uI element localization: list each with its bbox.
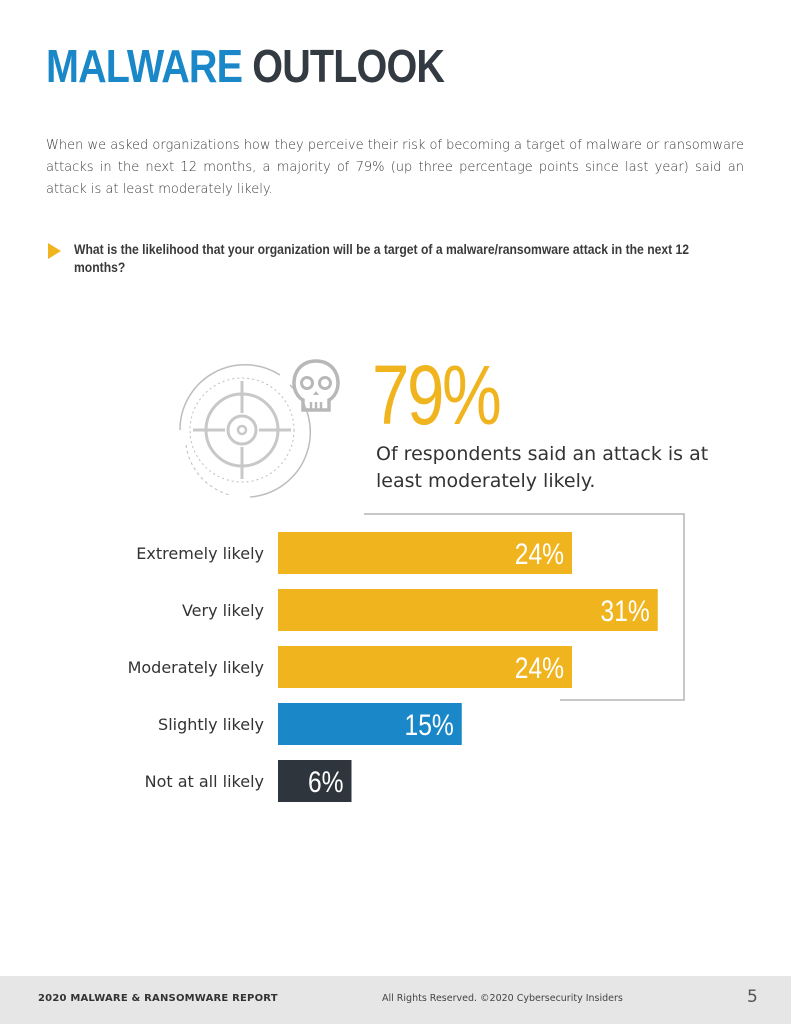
footer-copyright: All Rights Reserved. ©2020 Cybersecurity… — [382, 993, 623, 1004]
highlight-percentage: 79% — [372, 348, 502, 442]
survey-question-text: What is the likelihood that your organiz… — [74, 242, 690, 275]
category-label-extremely-likely: Extremely likely — [136, 544, 264, 563]
target-crosshair-icon — [179, 359, 340, 498]
category-label-very-likely: Very likely — [182, 601, 264, 620]
likelihood-bar-chart: Extremely likely 24% Very likely 31% Moderat… — [128, 513, 685, 802]
bar-slightly-likely — [278, 703, 462, 745]
value-label-very-likely: 31% — [601, 594, 650, 628]
bars-group: Extremely likely 24% Very likely 31% Moderat… — [128, 532, 658, 802]
bar-very-likely — [278, 589, 658, 631]
page-title-outlook: OUTLOOK — [252, 40, 445, 92]
value-label-moderately-likely: 24% — [515, 651, 564, 685]
value-label-slightly-likely: 15% — [405, 708, 454, 742]
category-label-moderately-likely: Moderately likely — [128, 658, 264, 677]
value-label-extremely-likely: 24% — [515, 537, 564, 571]
moderately-likely-bracket — [364, 513, 685, 701]
survey-question: What is the likelihood that your organiz… — [48, 241, 738, 277]
footer-report-title: 2020 MALWARE & RANSOMWARE REPORT — [38, 993, 278, 1004]
highlight-caption: Of respondents said an attack is at leas… — [376, 443, 709, 492]
category-label-not-at-all-likely: Not at all likely — [145, 772, 264, 791]
value-label-not-at-all-likely: 6% — [308, 765, 344, 799]
bar-not-at-all-likely — [278, 760, 352, 802]
page-footer: 2020 MALWARE & RANSOMWARE REPORT All Rig… — [0, 976, 791, 1024]
footer-page-number: 5 — [747, 987, 758, 1007]
category-label-slightly-likely: Slightly likely — [158, 715, 264, 734]
page-title-malware: MALWARE — [46, 40, 243, 92]
skull-icon — [292, 359, 340, 412]
bar-moderately-likely — [278, 646, 572, 688]
bar-extremely-likely — [278, 532, 572, 574]
page-title: MALWARE OUTLOOK — [46, 38, 445, 94]
intro-paragraph: When we asked organizations how they per… — [46, 138, 745, 197]
question-arrow-icon — [48, 243, 61, 259]
